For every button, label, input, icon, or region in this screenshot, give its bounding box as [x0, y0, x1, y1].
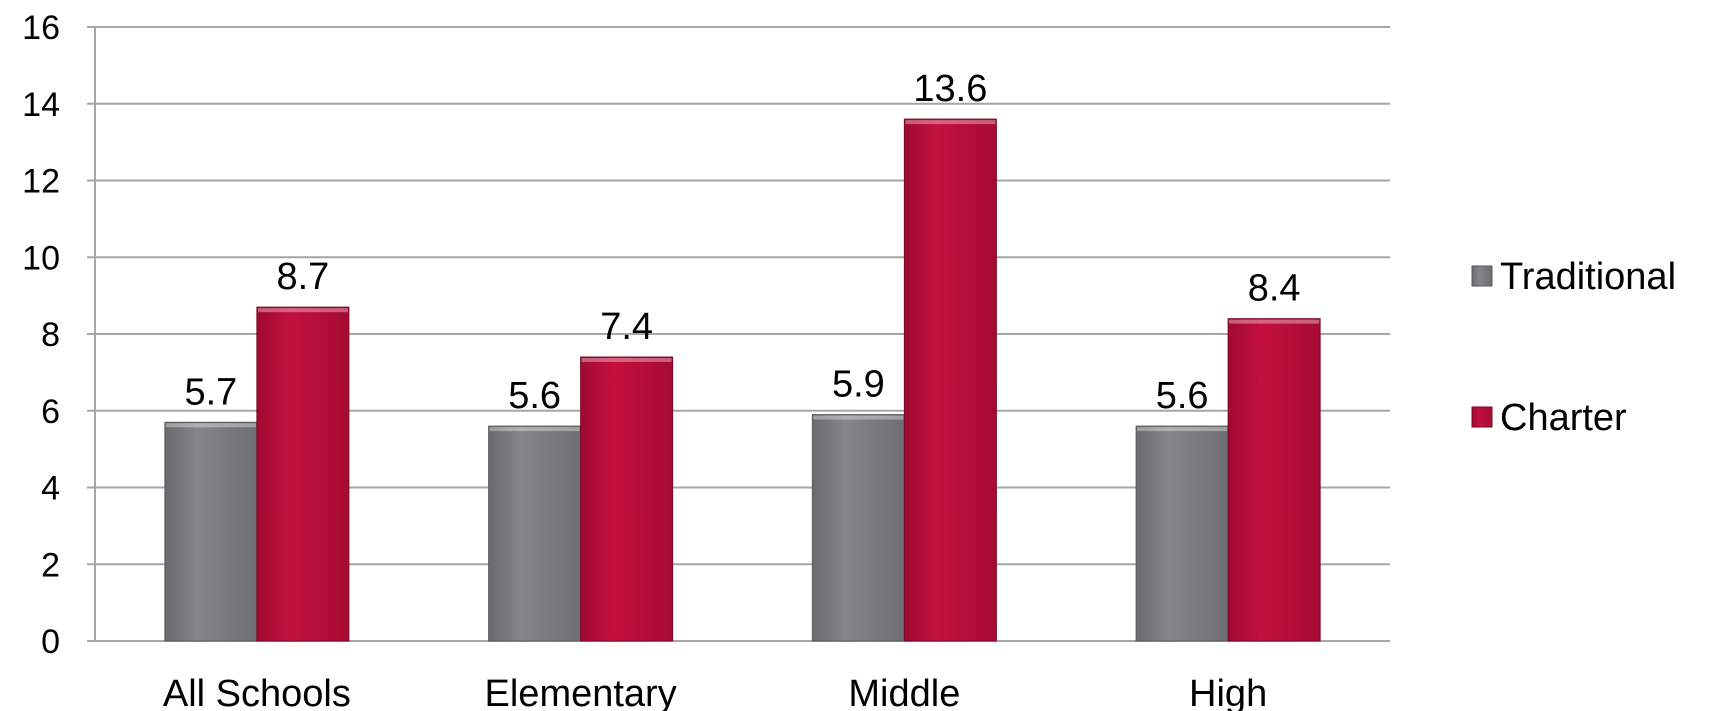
data-labels: 5.7 8.7 5.6 7.4 5.9 13.6 5.6 8.4 [184, 68, 1300, 417]
bar-bevel [489, 427, 580, 432]
bar-bevel [165, 423, 256, 428]
data-label: 5.9 [832, 364, 885, 406]
x-axis-labels: All Schools Elementary Middle High [163, 673, 1267, 711]
legend-label: Charter [1500, 397, 1627, 439]
legend-label: Traditional [1500, 256, 1676, 298]
bar-bevel [1137, 427, 1228, 432]
charter-bar [903, 118, 997, 642]
x-category-label: Elementary [485, 673, 677, 711]
charter-bar [580, 356, 674, 642]
y-tick-label: 12 [22, 163, 60, 201]
traditional-bar [164, 421, 258, 642]
traditional-bar [488, 425, 582, 642]
data-label: 8.4 [1248, 268, 1301, 310]
bar-bevel [581, 358, 672, 363]
traditional-bar [1135, 425, 1229, 642]
y-tick-label: 6 [41, 393, 60, 431]
traditional-bar [811, 414, 905, 642]
data-label: 5.6 [1156, 375, 1209, 417]
bar-bevel [813, 415, 904, 420]
y-tick-label: 8 [41, 316, 60, 354]
traditional-legend-swatch [1471, 265, 1493, 287]
bar-bevel [905, 120, 996, 125]
y-axis-ticks: 0 2 4 6 8 10 12 14 16 [22, 9, 60, 661]
bars [164, 118, 1321, 642]
y-tick-label: 0 [41, 623, 60, 661]
y-tick-label: 4 [41, 470, 60, 508]
y-tick-label: 16 [22, 9, 60, 47]
data-label: 5.7 [184, 371, 237, 413]
data-label: 13.6 [913, 68, 987, 110]
charter-bar [1227, 318, 1321, 642]
bar-bevel [1229, 319, 1320, 324]
x-category-label: Middle [848, 673, 960, 711]
charter-legend-swatch [1471, 406, 1493, 428]
data-label: 5.6 [508, 375, 561, 417]
x-category-label: High [1189, 673, 1267, 711]
bar-bevel [257, 308, 348, 313]
legend: Traditional Charter [1471, 256, 1676, 439]
y-tick-label: 10 [22, 239, 60, 277]
y-tick-label: 2 [41, 546, 60, 584]
y-tick-label: 14 [22, 86, 60, 124]
charter-bar [256, 306, 350, 642]
x-category-label: All Schools [163, 673, 351, 711]
data-label: 7.4 [600, 306, 653, 348]
data-label: 8.7 [276, 256, 329, 298]
